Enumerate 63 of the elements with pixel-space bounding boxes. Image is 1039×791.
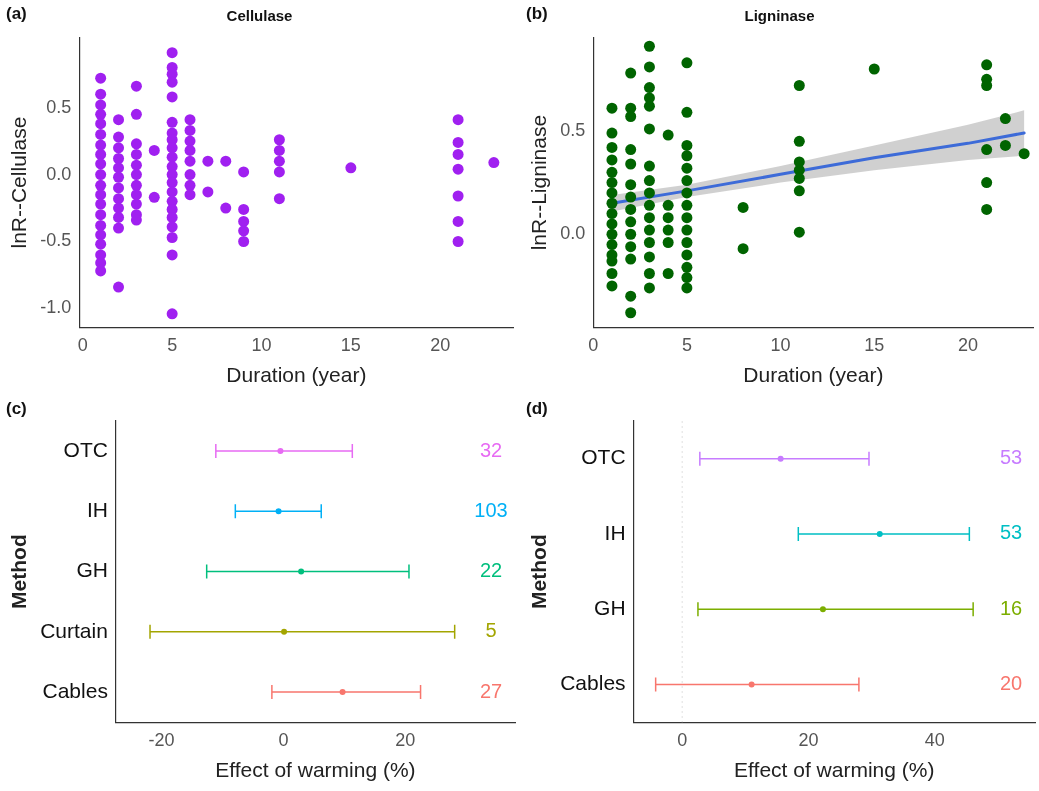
x-tick-label: 5 xyxy=(681,334,692,355)
x-tick-label: 0 xyxy=(77,334,88,355)
y-tick-label: GH xyxy=(594,596,626,620)
annotation: 20 xyxy=(999,672,1023,695)
y-tick-label: 0.0 xyxy=(46,163,72,184)
x-axis-title: Duration (year) xyxy=(743,363,884,387)
point xyxy=(876,530,883,537)
y-tick-label: OTC xyxy=(581,445,626,469)
text: (d) xyxy=(526,399,548,419)
y-tick-label: IH xyxy=(86,498,108,522)
point xyxy=(748,681,755,688)
point xyxy=(819,606,826,613)
y-tick-label: Cables xyxy=(42,678,108,702)
chart-title: Cellulase xyxy=(226,7,293,25)
point xyxy=(339,689,346,696)
y-tick-label: -0.5 xyxy=(40,230,72,251)
x-tick-label: 0 xyxy=(278,729,289,750)
annotation: 103 xyxy=(474,498,508,521)
y-tick-label: 0.0 xyxy=(560,223,586,244)
annotation: 16 xyxy=(999,596,1023,619)
annotation: 32 xyxy=(479,438,503,461)
y-tick-label: 0.5 xyxy=(46,96,72,117)
x-tick-label: 10 xyxy=(770,334,791,355)
x-tick-label: 0 xyxy=(677,729,688,750)
y-axis-title: Method xyxy=(7,534,31,609)
y-tick-label: IH xyxy=(604,520,626,544)
point xyxy=(277,448,284,455)
x-tick-label: 5 xyxy=(167,334,178,355)
text: (b) xyxy=(526,4,548,24)
x-tick-label: 20 xyxy=(430,334,451,355)
x-tick-label: 40 xyxy=(924,729,945,750)
y-tick-label: Curtain xyxy=(40,618,108,642)
x-tick-label: -20 xyxy=(148,729,175,750)
y-axis-title: lnR--Cellulase xyxy=(7,116,31,249)
x-tick-label: 20 xyxy=(395,729,416,750)
point xyxy=(275,508,282,515)
x-tick-label: 20 xyxy=(798,729,819,750)
chart-title: Ligninase xyxy=(744,7,815,25)
annotation: 5 xyxy=(485,619,497,642)
x-tick-label: 0 xyxy=(588,334,599,355)
x-tick-label: 15 xyxy=(864,334,885,355)
point xyxy=(298,568,305,575)
point xyxy=(281,628,288,635)
y-tick-label: Cables xyxy=(560,671,626,695)
point xyxy=(777,455,784,462)
x-tick-label: 15 xyxy=(340,334,361,355)
x-axis-title: Effect of warming (%) xyxy=(215,758,416,782)
x-tick-label: 20 xyxy=(957,334,978,355)
x-axis-title: Duration (year) xyxy=(226,363,367,387)
annotation: 27 xyxy=(479,679,503,702)
y-axis-title: Method xyxy=(527,534,551,609)
annotation: 53 xyxy=(999,521,1023,544)
text: (a) xyxy=(6,4,27,24)
y-tick-label: 0.5 xyxy=(560,119,586,140)
x-axis-title: Effect of warming (%) xyxy=(734,758,935,782)
annotation: 22 xyxy=(479,559,503,582)
y-axis-title: lnR--Ligninase xyxy=(527,114,551,251)
y-tick-label: OTC xyxy=(63,437,108,461)
x-tick-label: 10 xyxy=(251,334,272,355)
y-tick-label: -1.0 xyxy=(40,297,72,318)
y-tick-label: GH xyxy=(76,558,108,582)
annotation: 53 xyxy=(999,446,1023,469)
text: (c) xyxy=(6,399,27,419)
